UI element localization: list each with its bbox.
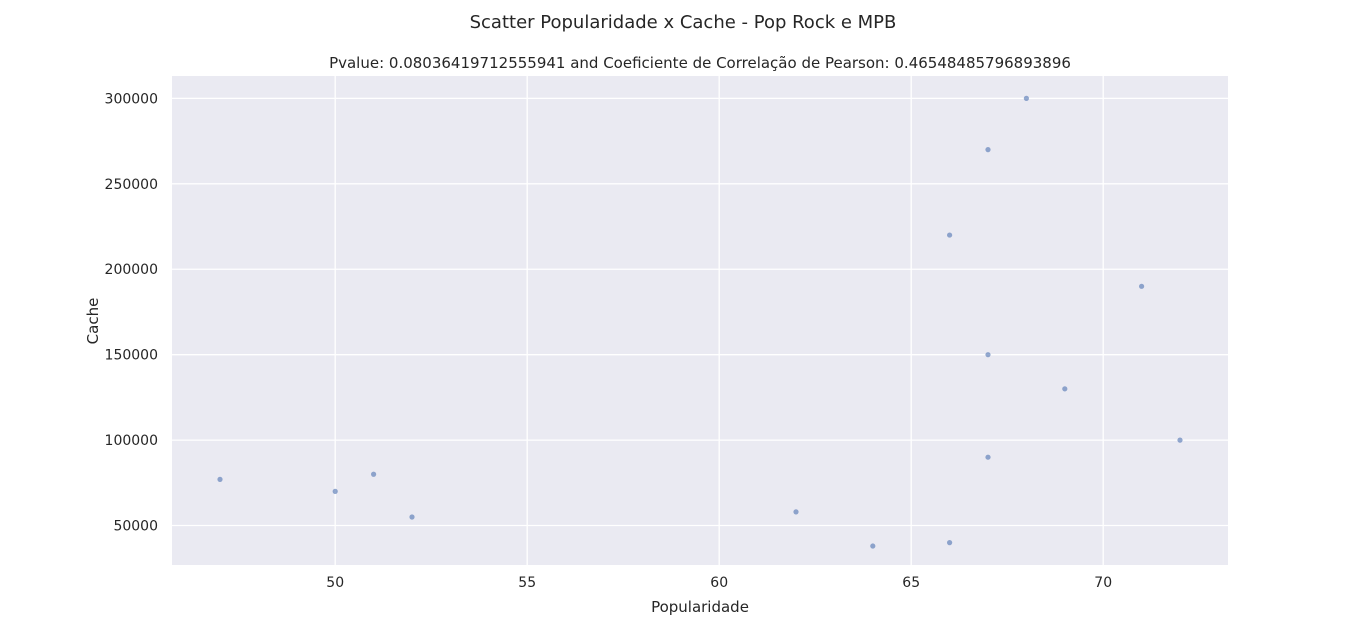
- y-tick-label: 100000: [105, 433, 158, 449]
- figure-suptitle: Scatter Popularidade x Cache - Pop Rock …: [470, 12, 897, 33]
- y-tick-label: 150000: [105, 348, 158, 364]
- scatter-point: [870, 543, 876, 549]
- scatter-point: [217, 476, 223, 482]
- scatter-point: [1177, 437, 1183, 443]
- scatter-point: [371, 471, 377, 477]
- scatter-point: [1062, 386, 1068, 392]
- x-axis-ticks: 50 55 60 65 70: [326, 575, 1112, 591]
- scatter-point: [1139, 283, 1145, 289]
- x-tick-label: 60: [710, 575, 728, 591]
- y-axis-ticks: 50000 100000 150000 200000 250000 300000: [105, 91, 158, 534]
- data-points: [217, 95, 1183, 549]
- scatter-point: [947, 540, 953, 546]
- x-axis-label: Popularidade: [651, 598, 749, 616]
- y-tick-label: 50000: [113, 519, 158, 535]
- scatter-point: [409, 514, 415, 520]
- y-tick-label: 200000: [105, 262, 158, 278]
- scatter-point: [985, 147, 991, 153]
- axes-title: Pvalue: 0.08036419712555941 and Coeficie…: [329, 54, 1071, 72]
- y-axis-label: Cache: [84, 298, 102, 345]
- scatter-point: [985, 454, 991, 460]
- x-tick-label: 50: [326, 575, 344, 591]
- scatter-point: [1023, 95, 1029, 101]
- x-tick-label: 65: [902, 575, 920, 591]
- y-tick-label: 250000: [105, 177, 158, 193]
- plot-area: [172, 76, 1228, 565]
- grid-lines: [172, 76, 1228, 565]
- x-tick-label: 55: [518, 575, 536, 591]
- x-tick-label: 70: [1094, 575, 1112, 591]
- scatter-point: [985, 352, 991, 358]
- scatter-point: [947, 232, 953, 238]
- scatter-point: [332, 488, 338, 494]
- scatter-point: [793, 509, 799, 515]
- y-tick-label: 300000: [105, 91, 158, 107]
